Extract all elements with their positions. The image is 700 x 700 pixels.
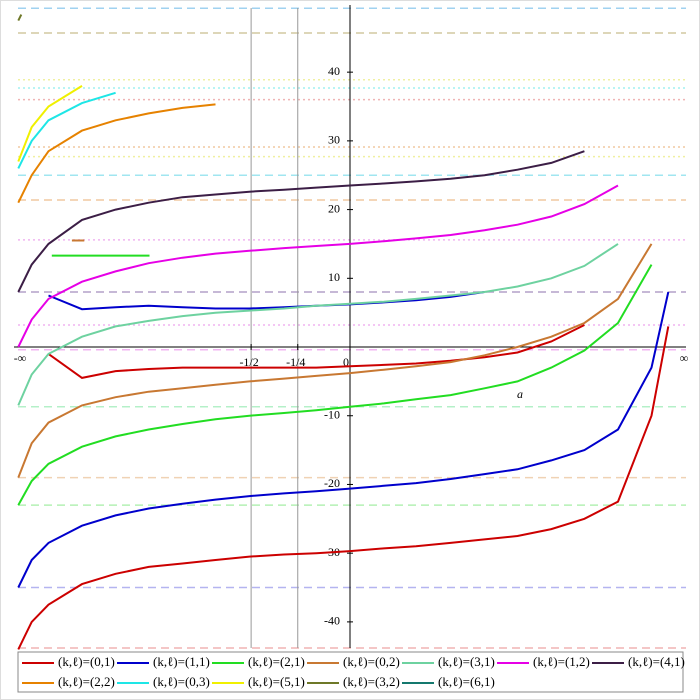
legend-label: (k,ℓ)=(3,1) bbox=[438, 654, 495, 669]
y-tick-label: -10 bbox=[324, 407, 340, 421]
legend-label: (k,ℓ)=(3,2) bbox=[343, 674, 400, 689]
curve bbox=[17, 243, 653, 478]
x-end-label: ∞ bbox=[680, 351, 689, 365]
x-tick-label: -1/4 bbox=[286, 355, 305, 369]
curve bbox=[17, 85, 83, 162]
curve bbox=[17, 91, 116, 169]
legend-label: (k,ℓ)=(6,1) bbox=[438, 674, 495, 689]
y-tick-label: 10 bbox=[328, 270, 340, 284]
y-tick-label: -40 bbox=[324, 614, 340, 628]
y-tick-label: -20 bbox=[324, 476, 340, 490]
legend-label: (k,ℓ)=(2,2) bbox=[58, 674, 115, 689]
curve bbox=[17, 184, 619, 348]
y-tick-label: 20 bbox=[328, 201, 340, 215]
x-tick-label: -1/2 bbox=[239, 355, 258, 369]
y-tick-label: 30 bbox=[328, 133, 340, 147]
legend-box bbox=[17, 651, 684, 693]
curve-branch bbox=[47, 324, 585, 379]
legend-label: (k,ℓ)=(5,1) bbox=[248, 674, 305, 689]
x-tick-label: 0 bbox=[343, 355, 349, 369]
x-axis-label: a bbox=[517, 387, 523, 401]
curve bbox=[17, 103, 216, 204]
legend-label: (k,ℓ)=(1,2) bbox=[533, 654, 590, 669]
curve bbox=[17, 14, 23, 22]
curve bbox=[17, 291, 670, 588]
y-tick-label: 40 bbox=[328, 64, 340, 78]
legend-label: (k,ℓ)=(1,1) bbox=[153, 654, 210, 669]
curve bbox=[17, 264, 653, 506]
curve-branch bbox=[48, 291, 485, 311]
legend-label: (k,ℓ)=(0,2) bbox=[343, 654, 400, 669]
curve bbox=[17, 150, 585, 293]
x-end-label: -∞ bbox=[14, 351, 27, 365]
legend-label: (k,ℓ)=(2,1) bbox=[248, 654, 305, 669]
legend-label: (k,ℓ)=(0,1) bbox=[58, 654, 115, 669]
legend-label: (k,ℓ)=(0,3) bbox=[153, 674, 210, 689]
legend-label: (k,ℓ)=(4,1) bbox=[628, 654, 685, 669]
curve bbox=[17, 243, 619, 406]
curve bbox=[17, 326, 670, 650]
